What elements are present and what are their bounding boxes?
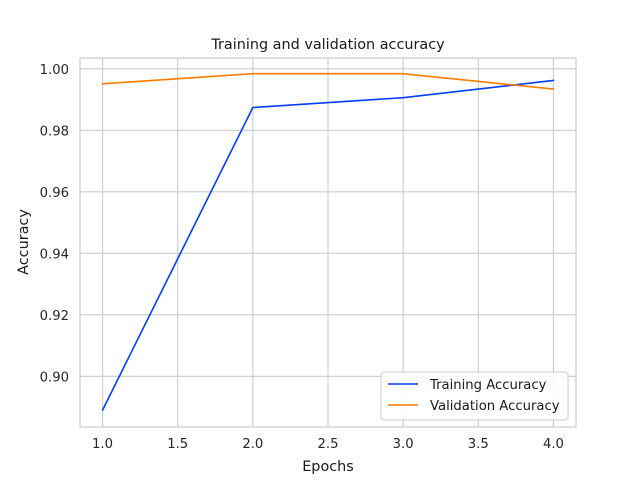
legend-label-validation: Validation Accuracy xyxy=(430,399,560,414)
x-tick-label: 3.0 xyxy=(393,437,414,452)
x-tick-label: 1.0 xyxy=(92,437,113,452)
y-tick-label: 1.00 xyxy=(40,63,69,78)
y-tick-label: 0.94 xyxy=(40,247,69,262)
training-accuracy-line xyxy=(101,79,555,411)
chart-title: Training and validation accuracy xyxy=(210,37,445,53)
legend: Training Accuracy Validation Accuracy xyxy=(380,371,569,421)
y-tick-label: 0.98 xyxy=(40,124,69,139)
x-tick-label: 2.5 xyxy=(318,437,339,452)
plot-area-frame xyxy=(79,57,577,428)
y-tick-label: 0.90 xyxy=(40,370,69,385)
x-axis-label: Epochs xyxy=(302,459,354,475)
x-tick-label: 4.0 xyxy=(543,437,564,452)
legend-box xyxy=(380,371,569,421)
legend-label-training: Training Accuracy xyxy=(429,378,547,393)
y-tick-label: 0.92 xyxy=(40,309,69,324)
validation-accuracy-line xyxy=(101,72,555,90)
x-tick-label: 3.5 xyxy=(468,437,489,452)
grid xyxy=(80,58,576,427)
x-tick-labels: 1.0 1.5 2.0 2.5 3.0 3.5 4.0 xyxy=(92,437,564,452)
series-lines xyxy=(101,72,555,411)
x-tick-label: 2.0 xyxy=(242,437,263,452)
y-tick-labels: 0.90 0.92 0.94 0.96 0.98 1.00 xyxy=(40,63,69,386)
x-tick-label: 1.5 xyxy=(167,437,188,452)
y-tick-label: 0.96 xyxy=(40,186,69,201)
y-axis-label: Accuracy xyxy=(16,209,32,275)
